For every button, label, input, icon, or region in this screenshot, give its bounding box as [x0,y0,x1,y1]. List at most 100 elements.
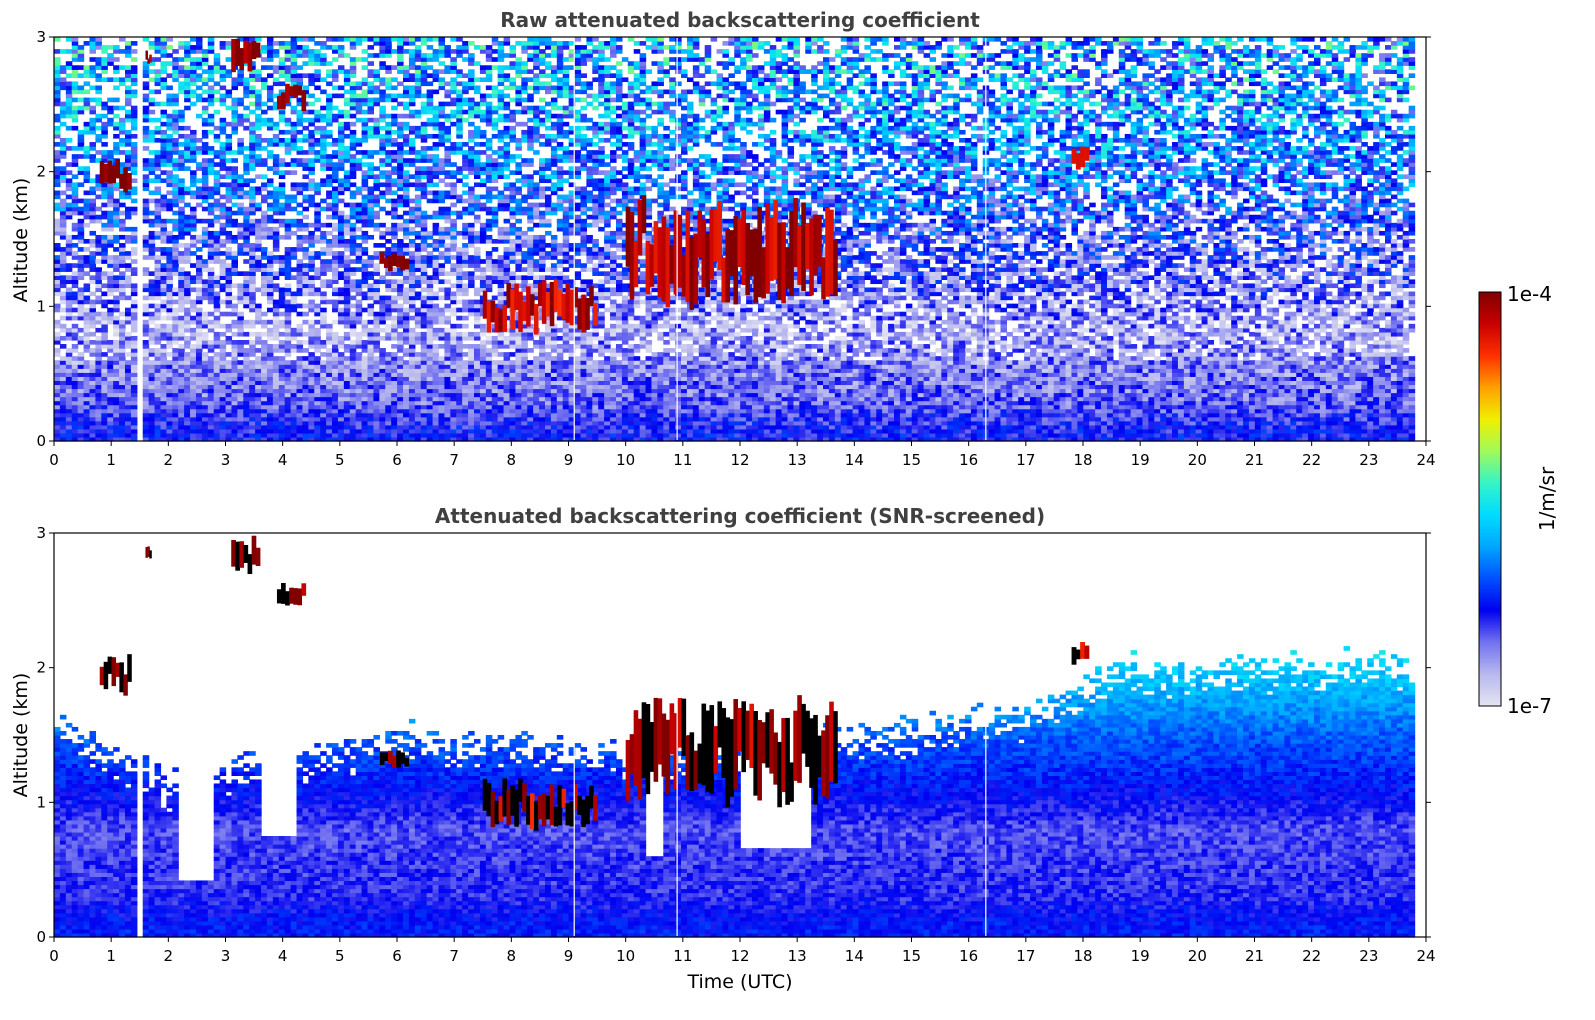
heatmap-cell [190,263,197,268]
heatmap-cell [421,138,428,143]
heatmap-cell [72,57,79,62]
heatmap-cell [208,340,215,345]
heatmap-cell [172,219,179,224]
heatmap-cell [143,235,150,240]
heatmap-cell [84,223,91,228]
heatmap-cell [172,287,179,292]
heatmap-cell [66,388,73,393]
heatmap-cell [415,45,422,50]
heatmap-cell [261,65,268,70]
heatmap-cell [54,98,61,103]
heatmap-cell [314,150,321,155]
heatmap-cell [184,388,191,393]
heatmap-cell [226,336,233,341]
heatmap-cell [385,239,392,244]
heatmap-cell [95,207,102,212]
heatmap-cell [332,227,339,232]
heatmap-cell [72,126,79,131]
heatmap-cell [273,158,280,163]
heatmap-cell [172,69,179,74]
heatmap-cell [202,146,209,151]
heatmap-cell [184,409,191,414]
heatmap-cell [291,251,298,256]
heatmap-cell [273,134,280,139]
heatmap-cell [308,401,315,406]
heatmap-cell [113,372,120,377]
heatmap-cell [166,316,173,321]
heatmap-cell [54,81,61,86]
heatmap-cell [113,49,120,54]
heatmap-cell [261,122,268,127]
heatmap-cell [285,118,292,123]
heatmap-cell [338,336,345,341]
heatmap-cell [54,308,61,313]
heatmap-cell [433,162,440,167]
heatmap-cell [456,247,463,252]
heatmap-cell [397,376,404,381]
heatmap-cell [273,231,280,236]
heatmap-cell [72,348,79,353]
heatmap-cell [208,320,215,325]
heatmap-cell [314,126,321,131]
heatmap-cell [84,126,91,131]
heatmap-cell [427,296,434,301]
heatmap-cell [184,251,191,256]
heatmap-cell [409,142,416,147]
heatmap-cell [160,178,167,183]
heatmap-cell [84,376,91,381]
heatmap-cell [160,356,167,361]
heatmap-cell [308,162,315,167]
heatmap-cell [196,247,203,252]
heatmap-cell [338,316,345,321]
heatmap-cell [450,296,457,301]
heatmap-cell [208,235,215,240]
heatmap-cell [101,312,108,317]
heatmap-cell [373,413,380,418]
heatmap-cell [314,186,321,191]
heatmap-cell [362,199,369,204]
heatmap-cell [249,393,256,398]
heatmap-cell [243,223,250,228]
heatmap-cell [308,360,315,365]
heatmap-cell [95,429,102,434]
heatmap-cell [226,195,233,200]
heatmap-cell [89,69,96,74]
heatmap-cell [373,126,380,131]
heatmap-cell [113,380,120,385]
heatmap-cell [172,356,179,361]
heatmap-cell [391,316,398,321]
heatmap-cell [249,275,256,280]
heatmap-cell [344,320,351,325]
heatmap-cell [60,308,67,313]
heatmap-cell [243,154,250,159]
heatmap-cell [196,98,203,103]
heatmap-cell [427,118,434,123]
heatmap-cell [155,384,162,389]
heatmap-cell [433,174,440,179]
heatmap-cell [314,191,321,196]
heatmap-cell [89,73,96,78]
heatmap-cell [397,388,404,393]
heatmap-cell [60,296,67,301]
heatmap-cell [202,49,209,54]
heatmap-cell [391,287,398,292]
heatmap-cell [427,166,434,171]
heatmap-cell [166,174,173,179]
heatmap-cell [326,142,333,147]
heatmap-cell [155,267,162,272]
heatmap-cell [433,429,440,434]
heatmap-cell [444,393,451,398]
heatmap-cell [344,154,351,159]
heatmap-cell [101,215,108,220]
heatmap-cell [291,296,298,301]
heatmap-cell [125,397,132,402]
heatmap-cell [231,150,238,155]
heatmap-cell [385,231,392,236]
heatmap-cell [285,235,292,240]
heatmap-cell [279,186,286,191]
heatmap-cell [149,130,156,135]
heatmap-cell [433,239,440,244]
heatmap-cell [184,287,191,292]
heatmap-cell [332,94,339,99]
heatmap-cell [297,130,304,135]
